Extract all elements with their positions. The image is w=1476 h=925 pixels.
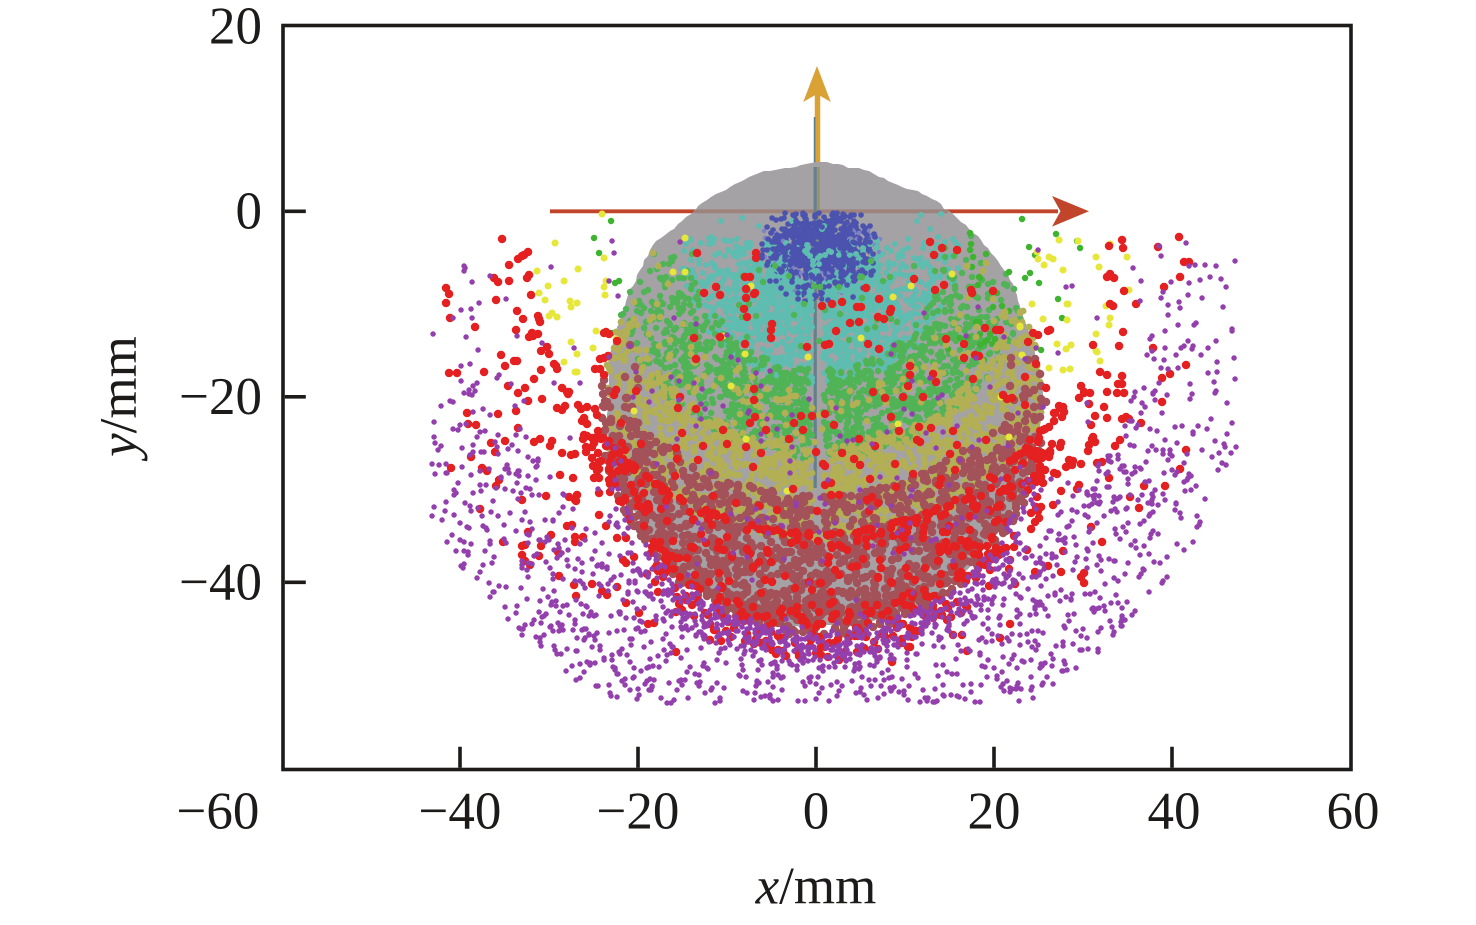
svg-text:−60: −60 — [177, 783, 260, 841]
svg-text:0: 0 — [236, 183, 263, 241]
svg-text:60: 60 — [1327, 783, 1380, 841]
svg-text:−20: −20 — [179, 368, 262, 426]
svg-text:0: 0 — [803, 783, 830, 841]
svg-text:x/mm: x/mm — [755, 858, 877, 916]
svg-text:−40: −40 — [179, 554, 262, 612]
svg-text:20: 20 — [968, 783, 1021, 841]
svg-text:y/mm: y/mm — [90, 336, 148, 462]
svg-text:20: 20 — [209, 0, 262, 56]
svg-text:−20: −20 — [597, 783, 680, 841]
svg-text:−40: −40 — [419, 783, 502, 841]
svg-text:40: 40 — [1148, 783, 1201, 841]
